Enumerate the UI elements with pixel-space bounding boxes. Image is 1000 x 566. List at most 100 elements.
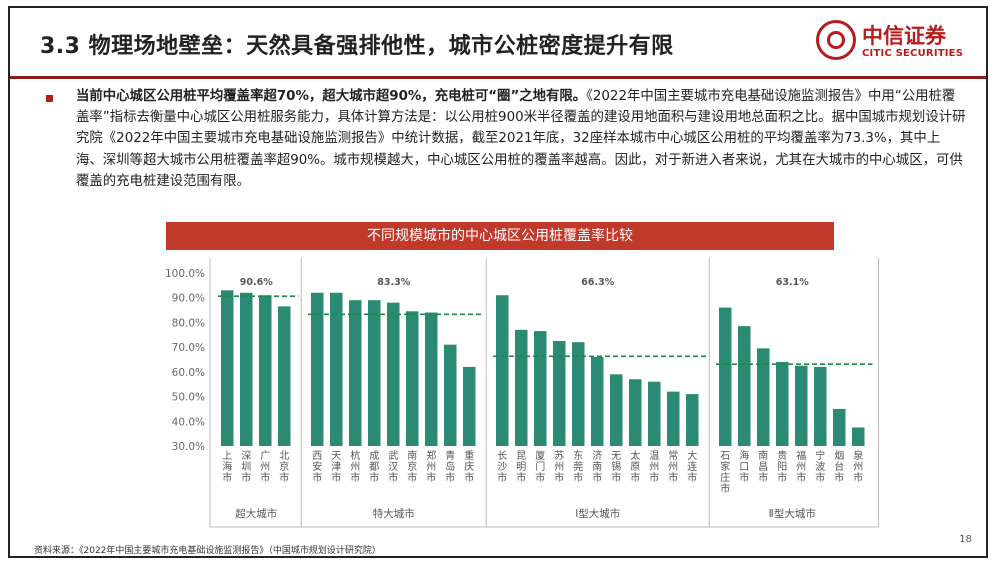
bar xyxy=(368,300,381,446)
bar xyxy=(814,366,827,446)
x-tick-label: 都 xyxy=(369,461,379,473)
bar xyxy=(591,357,604,446)
x-tick-label: 汉 xyxy=(388,461,398,473)
x-tick-label: 津 xyxy=(331,461,341,473)
x-tick-label: 贵 xyxy=(777,449,787,462)
x-tick-label: 门 xyxy=(535,460,545,473)
x-tick-label: 莞 xyxy=(573,461,583,473)
x-tick-label: 东 xyxy=(573,449,583,462)
x-tick-label: 市 xyxy=(279,471,289,484)
x-tick-label: 上 xyxy=(222,450,232,462)
x-tick-label: 市 xyxy=(668,471,678,484)
x-tick-label: 宁 xyxy=(815,449,825,462)
bar xyxy=(278,306,291,446)
bar xyxy=(259,295,272,446)
bullet-square-icon xyxy=(46,95,53,102)
bar xyxy=(667,391,680,446)
x-tick-label: 市 xyxy=(739,471,749,484)
x-tick-label: 市 xyxy=(611,471,621,484)
y-tick-label: 40.0% xyxy=(172,416,205,428)
y-tick-label: 50.0% xyxy=(172,392,205,404)
x-tick-label: 市 xyxy=(720,482,730,495)
x-tick-label: 京 xyxy=(407,460,417,473)
x-tick-label: 济 xyxy=(592,449,602,462)
x-tick-label: 南 xyxy=(758,449,768,462)
x-tick-label: 市 xyxy=(464,471,474,484)
bar xyxy=(852,427,865,446)
x-tick-label: 市 xyxy=(573,471,583,484)
bar xyxy=(221,290,234,446)
x-tick-label: 市 xyxy=(758,471,768,484)
x-tick-label: 台 xyxy=(834,460,844,473)
x-tick-label: 市 xyxy=(445,471,455,484)
x-tick-label: 阳 xyxy=(777,461,787,473)
para-bold-lead: 当前中心城区公用桩平均覆盖率超70%，超大城市超90%，充电桩可“圈”之地有限。 xyxy=(76,89,587,104)
x-tick-label: 市 xyxy=(241,471,251,484)
x-tick-label: 泉 xyxy=(853,449,863,462)
bar xyxy=(648,381,661,446)
x-tick-label: 家 xyxy=(720,460,730,473)
x-tick-label: 大 xyxy=(687,449,697,462)
x-tick-label: 市 xyxy=(497,471,507,484)
x-tick-label: 口 xyxy=(739,462,749,473)
x-tick-label: 市 xyxy=(426,471,436,484)
x-tick-label: 市 xyxy=(312,471,322,484)
x-tick-label: 福 xyxy=(796,449,806,462)
x-tick-label: 沙 xyxy=(497,461,507,473)
source-note: 资料来源：《2022年中国主要城市充电基础设施监测报告》（中国城市规划设计研究院… xyxy=(34,546,381,556)
x-tick-label: 武 xyxy=(388,449,398,462)
x-tick-label: 厦 xyxy=(535,450,545,462)
chart-title: 不同规模城市的中心城区公用桩覆盖率比较 xyxy=(166,222,834,250)
x-tick-label: 岛 xyxy=(445,460,455,473)
x-tick-label: 北 xyxy=(279,450,289,462)
y-tick-label: 80.0% xyxy=(172,317,205,329)
bar xyxy=(629,379,642,446)
x-tick-label: 昆 xyxy=(516,450,526,462)
x-tick-label: 州 xyxy=(554,461,564,473)
x-tick-label: 州 xyxy=(350,461,360,473)
x-tick-label: 杭 xyxy=(350,449,360,462)
x-tick-label: 南 xyxy=(592,460,602,473)
x-tick-label: 重 xyxy=(464,449,474,462)
x-tick-label: 南 xyxy=(407,449,417,462)
group-label: Ⅱ型大城市 xyxy=(769,507,816,520)
x-tick-label: 市 xyxy=(260,471,270,484)
bar xyxy=(496,295,509,446)
x-tick-label: 市 xyxy=(407,471,417,484)
citic-logo-icon xyxy=(816,20,856,60)
x-tick-label: 州 xyxy=(260,461,270,473)
slide-frame xyxy=(8,6,988,558)
x-tick-label: 西 xyxy=(312,451,322,462)
body-paragraph: 当前中心城区公用桩平均覆盖率超70%，超大城市超90%，充电桩可“圈”之地有限。… xyxy=(76,86,966,192)
bar xyxy=(330,292,343,446)
x-tick-label: 市 xyxy=(350,471,360,484)
average-label: 66.3% xyxy=(581,277,614,288)
x-tick-label: 原 xyxy=(630,461,640,473)
x-tick-label: 州 xyxy=(853,461,863,473)
x-tick-label: 昌 xyxy=(758,461,768,473)
x-tick-label: 市 xyxy=(687,471,697,484)
x-tick-label: 安 xyxy=(312,460,322,473)
x-tick-label: 广 xyxy=(260,450,270,462)
bar xyxy=(833,408,846,446)
logo-english-text: CITIC SECURITIES xyxy=(862,48,964,59)
bar xyxy=(515,329,528,446)
bar xyxy=(240,292,253,446)
bar xyxy=(387,302,400,446)
bar xyxy=(444,344,457,446)
average-label: 83.3% xyxy=(377,277,410,288)
x-tick-label: 庆 xyxy=(464,460,474,473)
x-tick-label: 明 xyxy=(516,461,526,473)
y-tick-label: 70.0% xyxy=(172,342,205,354)
average-label: 90.6% xyxy=(240,277,273,288)
y-tick-label: 30.0% xyxy=(172,441,205,453)
x-tick-label: 州 xyxy=(668,461,678,473)
x-tick-label: 州 xyxy=(649,461,659,473)
x-tick-label: 石 xyxy=(720,451,730,462)
y-tick-label: 90.0% xyxy=(172,293,205,305)
x-tick-label: 长 xyxy=(497,450,507,462)
x-tick-label: 温 xyxy=(649,450,659,462)
x-tick-label: 海 xyxy=(739,449,749,462)
x-tick-label: 市 xyxy=(777,471,787,484)
